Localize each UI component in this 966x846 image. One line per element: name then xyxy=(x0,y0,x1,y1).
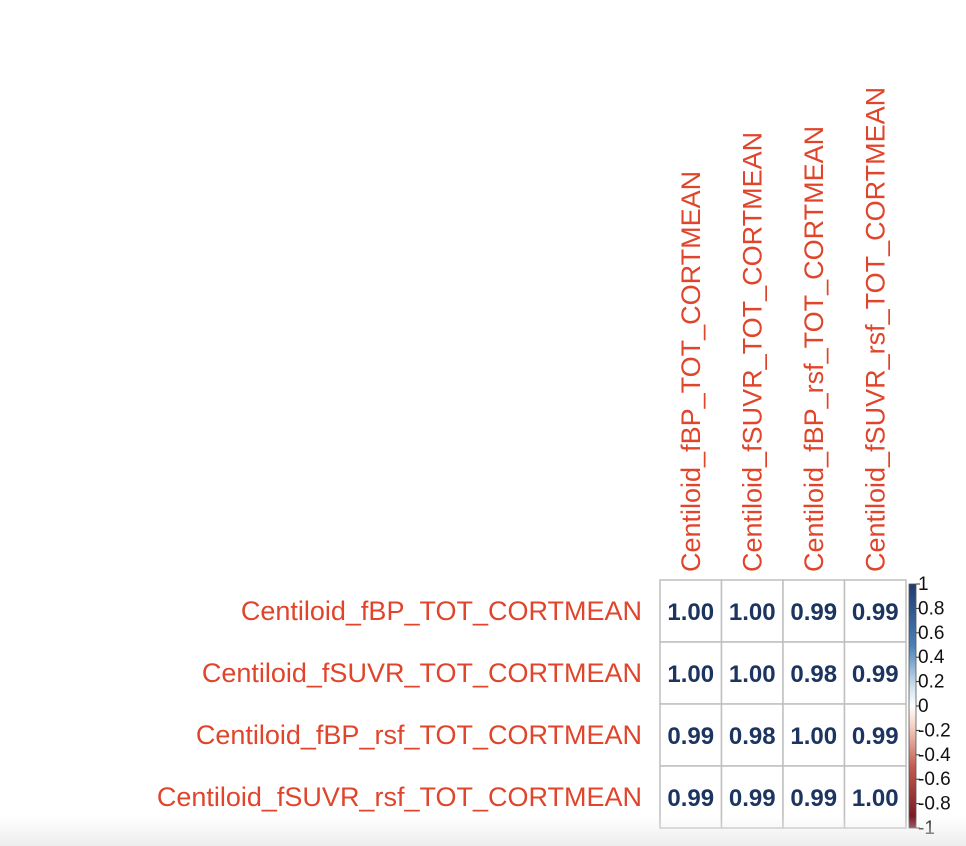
column-label: Centiloid_fBP_TOT_CORTMEAN xyxy=(676,171,706,572)
cell-value: 1.00 xyxy=(729,661,776,688)
cell-value: 0.99 xyxy=(852,599,899,626)
colorbar-gradient xyxy=(908,583,917,829)
column-labels: Centiloid_fBP_TOT_CORTMEAN Centiloid_fSUV… xyxy=(676,87,891,572)
cell-value: 0.99 xyxy=(790,599,837,626)
cell-value: 1.00 xyxy=(667,599,714,626)
colorbar-tick-label: 0 xyxy=(918,696,929,717)
cell-value: 0.99 xyxy=(852,723,899,750)
cell-value: 0.99 xyxy=(790,785,837,812)
cell-value: 1.00 xyxy=(790,723,837,750)
grid-cell xyxy=(720,641,784,705)
grid-cell xyxy=(843,641,907,705)
colorbar-tick-label: -0.4 xyxy=(918,745,951,766)
grid-cell xyxy=(843,579,907,643)
colorbar-tick-label: -0.8 xyxy=(918,794,951,815)
row-label: Centiloid_fSUVR_rsf_TOT_CORTMEAN xyxy=(157,782,642,812)
cell-value: 0.99 xyxy=(729,785,776,812)
bottom-shade xyxy=(0,816,966,846)
cell-value: 0.98 xyxy=(729,723,776,750)
colorbar: 10.80.60.40.20-0.2-0.4-0.6-0.8-1 xyxy=(908,574,951,839)
grid-cell xyxy=(843,703,907,767)
colorbar-tick-label: 0.6 xyxy=(918,623,944,644)
colorbar-tick-label: 0.4 xyxy=(918,647,945,668)
row-label: Centiloid_fBP_rsf_TOT_CORTMEAN xyxy=(196,720,642,750)
row-label: Centiloid_fBP_TOT_CORTMEAN xyxy=(241,596,642,626)
column-label: Centiloid_fSUVR_TOT_CORTMEAN xyxy=(737,132,767,572)
colorbar-tick-label: -0.6 xyxy=(918,769,951,790)
grid-cell xyxy=(720,703,784,767)
colorbar-tick-label: -0.2 xyxy=(918,720,951,741)
grid-cell xyxy=(659,579,723,643)
colorbar-tick-label: 0.8 xyxy=(918,598,944,619)
cell-values: 1.00 1.00 0.99 0.99 1.00 1.00 0.98 0.99 0.99 0.98… xyxy=(667,599,898,812)
colorbar-tick-label: 0.2 xyxy=(918,672,944,693)
cell-value: 0.98 xyxy=(790,661,837,688)
cell-value: 0.99 xyxy=(667,723,714,750)
colorbar-tick-label: 1 xyxy=(918,574,929,595)
cell-value: 1.00 xyxy=(852,785,899,812)
grid-cell xyxy=(720,579,784,643)
cell-value: 1.00 xyxy=(729,599,776,626)
row-labels: Centiloid_fBP_TOT_CORTMEAN Centiloid_fSUV… xyxy=(157,596,642,812)
row-label: Centiloid_fSUVR_TOT_CORTMEAN xyxy=(202,658,642,688)
cell-value: 0.99 xyxy=(667,785,714,812)
correlation-grid xyxy=(659,579,907,829)
cell-value: 1.00 xyxy=(667,661,714,688)
cell-value: 0.99 xyxy=(852,661,899,688)
column-label: Centiloid_fBP_rsf_TOT_CORTMEAN xyxy=(799,126,829,572)
column-label: Centiloid_fSUVR_rsf_TOT_CORTMEAN xyxy=(860,87,890,572)
